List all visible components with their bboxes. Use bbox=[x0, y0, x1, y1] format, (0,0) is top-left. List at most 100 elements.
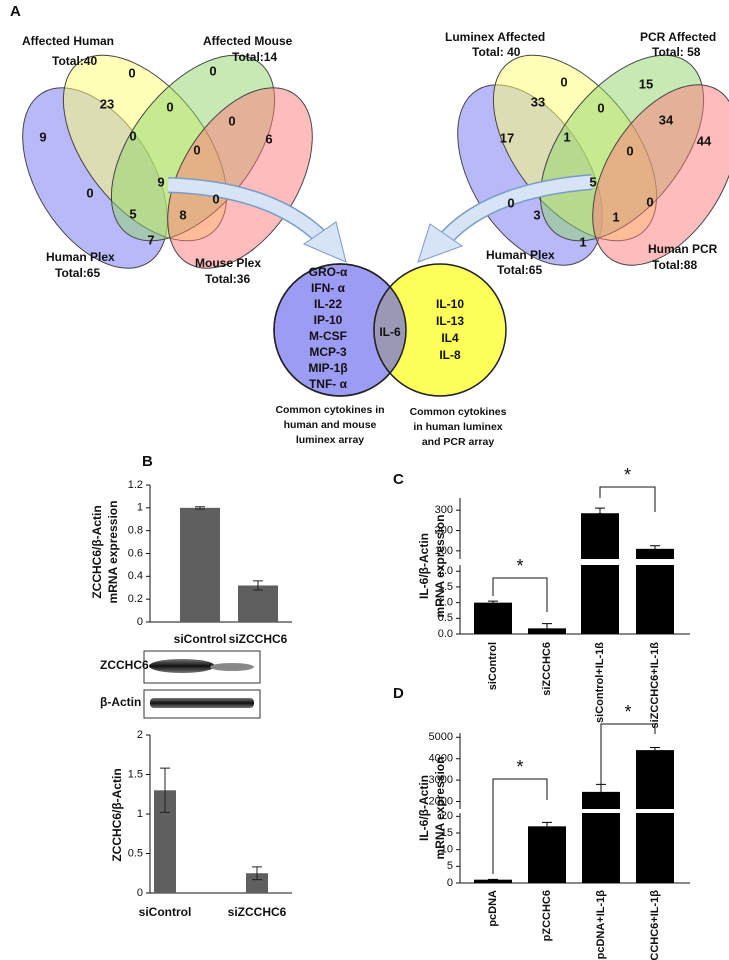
y-tick-label: 1 bbox=[137, 808, 143, 820]
region-count: 15 bbox=[639, 76, 653, 91]
y-axis-label: mRNA expression bbox=[106, 501, 120, 604]
cytokine: M-CSF bbox=[309, 329, 347, 343]
caption: luminex array bbox=[296, 434, 364, 446]
region-count: 0 bbox=[166, 99, 173, 114]
bar bbox=[581, 513, 619, 559]
y-axis-label: ZCCHC6/β-Actin bbox=[90, 505, 104, 598]
y-tick-label: 1.5 bbox=[438, 581, 453, 593]
set-total: Total:65 bbox=[497, 263, 542, 277]
bar bbox=[474, 602, 512, 634]
y-axis-label: ZCCHC6/β-Actin bbox=[110, 768, 124, 861]
x-tick-label: siControl+IL-1ß bbox=[594, 642, 606, 723]
region-count: 0 bbox=[86, 185, 93, 200]
y-axis-label: mRNA expression bbox=[433, 757, 447, 860]
cytokine-shared: IL-6 bbox=[379, 325, 401, 339]
significance-bracket bbox=[599, 486, 656, 512]
set-total: Total:40 bbox=[52, 54, 97, 68]
y-tick-label: 100 bbox=[435, 545, 453, 557]
blot-label: ZCCHC6 bbox=[100, 658, 149, 672]
region-count: 0 bbox=[646, 194, 653, 209]
region-count: 34 bbox=[659, 112, 674, 127]
set-name: Luminex Affected bbox=[445, 30, 545, 44]
set-name: Human Plex bbox=[46, 250, 115, 264]
region-count: 5 bbox=[129, 206, 136, 221]
y-tick-label: 0.4 bbox=[128, 570, 143, 582]
cytokine: GRO-α bbox=[309, 265, 348, 279]
set-total: Total:88 bbox=[652, 258, 697, 272]
cytokine: IL-13 bbox=[436, 314, 464, 328]
bar bbox=[581, 565, 619, 634]
set-name: Mouse Plex bbox=[195, 256, 261, 270]
set-total: Total:36 bbox=[205, 272, 250, 286]
y-tick-label: 1.5 bbox=[128, 768, 143, 780]
region-count: 9 bbox=[157, 174, 164, 189]
region-count: 9 bbox=[39, 129, 46, 144]
arrows bbox=[167, 174, 593, 263]
bar bbox=[582, 791, 620, 809]
region-count: 0 bbox=[129, 128, 136, 143]
x-tick-label: siZCCHC6 bbox=[228, 905, 287, 919]
cytokine: IP-10 bbox=[314, 313, 343, 327]
y-tick-label: 4000 bbox=[429, 753, 453, 765]
x-tick-label: pZCCHC6 bbox=[541, 890, 553, 941]
x-tick-label: siZCCHC6 bbox=[541, 642, 553, 696]
y-tick-label: 0.5 bbox=[128, 847, 143, 859]
x-tick-label: pcDNA+IL-1β bbox=[595, 890, 607, 960]
error-bar bbox=[595, 507, 605, 519]
y-tick-label: 200 bbox=[435, 524, 453, 536]
region-count: 0 bbox=[209, 63, 216, 78]
caption: Common cytokines in bbox=[275, 404, 384, 416]
caption: Common cytokines bbox=[410, 406, 507, 418]
bar bbox=[246, 873, 268, 893]
region-count: 0 bbox=[128, 65, 135, 80]
cytokine: IFN- α bbox=[311, 281, 346, 295]
region-count: 0 bbox=[560, 74, 567, 89]
western-blot bbox=[143, 650, 261, 719]
bar bbox=[636, 750, 674, 809]
y-tick-label: 0.2 bbox=[128, 593, 143, 605]
x-tick-label: siZCCHC6 bbox=[229, 632, 288, 646]
y-tick-label: 0.8 bbox=[128, 525, 143, 537]
region-count: 44 bbox=[697, 133, 712, 148]
cytokine: MCP-3 bbox=[309, 345, 347, 359]
caption: and PCR array bbox=[422, 436, 495, 448]
region-count: 23 bbox=[100, 96, 114, 111]
set-total: Total:14 bbox=[232, 50, 277, 64]
y-tick-label: 10 bbox=[441, 844, 453, 856]
panel-label: D bbox=[393, 685, 404, 702]
region-count: 0 bbox=[212, 191, 219, 206]
y-axis-label: mRNA expression bbox=[433, 515, 447, 618]
cytokine: IL-10 bbox=[436, 297, 464, 311]
significance-label: * bbox=[624, 465, 631, 485]
y-tick-label: 0.0 bbox=[438, 628, 453, 640]
set-total: Total: 58 bbox=[652, 45, 701, 59]
error-bar bbox=[650, 747, 660, 754]
cytokine: IL-22 bbox=[314, 297, 342, 311]
region-count: 1 bbox=[579, 234, 586, 249]
panel-label: A bbox=[10, 3, 21, 20]
x-tick-label: pZCCHC6+IL-1β bbox=[649, 890, 661, 960]
region-count: 6 bbox=[265, 131, 272, 146]
bar bbox=[528, 826, 566, 883]
significance-label: * bbox=[624, 702, 631, 722]
common-venn bbox=[273, 263, 507, 397]
bar bbox=[180, 507, 220, 622]
error-bar bbox=[488, 878, 498, 881]
x-tick-label: siZCCHC6+IL-1ß bbox=[649, 642, 661, 729]
error-bar bbox=[195, 506, 205, 510]
bar bbox=[636, 813, 674, 883]
significance-bracket bbox=[600, 723, 656, 785]
y-tick-label: 0.5 bbox=[438, 612, 453, 624]
bar bbox=[582, 813, 620, 883]
x-tick-label: siControl bbox=[174, 632, 227, 646]
region-count: 5 bbox=[589, 174, 596, 189]
region-count: 8 bbox=[179, 207, 186, 222]
error-bar bbox=[650, 545, 660, 553]
set-total: Total: 40 bbox=[472, 45, 521, 59]
error-bar bbox=[160, 767, 170, 813]
region-count: 7 bbox=[147, 232, 154, 247]
y-tick-label: 1.0 bbox=[438, 597, 453, 609]
y-tick-label: 2.0 bbox=[438, 565, 453, 577]
region-count: 0 bbox=[507, 195, 514, 210]
